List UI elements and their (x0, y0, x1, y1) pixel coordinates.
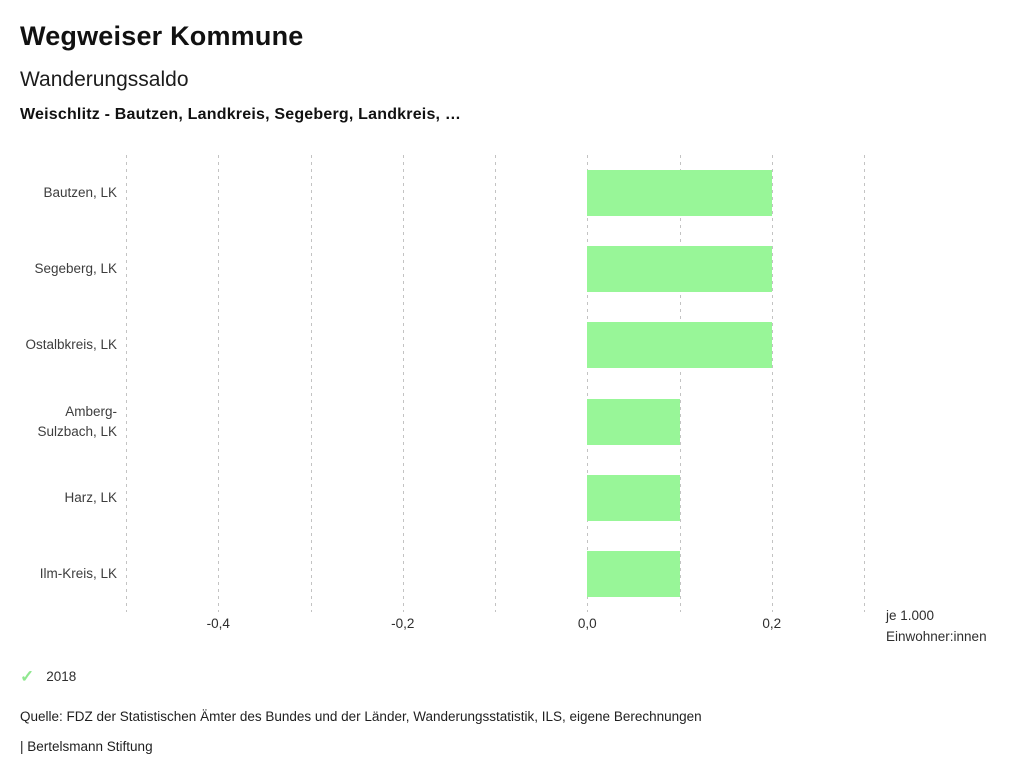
category-label: Harz, LK (64, 489, 117, 505)
chart-title: Wanderungssaldo (20, 68, 189, 91)
bar[interactable] (587, 322, 772, 369)
chart-subtitle-selection: Weischlitz - Bautzen, Landkreis, Segeber… (20, 106, 462, 123)
gridline (679, 155, 681, 612)
axis-unit-line2: Einwohner:innen (886, 629, 987, 644)
bar[interactable] (587, 550, 680, 597)
category-label: Bautzen, LK (43, 185, 117, 201)
category-label: Segeberg, LK (34, 261, 117, 277)
category-label: Ilm-Kreis, LK (39, 565, 117, 581)
category-label: Amberg-Sulzbach, LK (37, 403, 117, 439)
x-tick-label: 0,0 (577, 616, 597, 631)
gridline (402, 155, 404, 612)
gridline (218, 155, 220, 612)
axis-unit-label: je 1.000 Einwohner:innen (886, 605, 987, 647)
bar[interactable] (587, 246, 772, 293)
gridline (587, 155, 589, 612)
page-title: Wegweiser Kommune (20, 21, 304, 51)
category-axis: Bautzen, LK Segeberg, LK Ostalbkreis, LK Am… (14, 155, 117, 612)
x-tick-label: 0,2 (762, 616, 782, 631)
category-label: Ostalbkreis, LK (25, 337, 117, 353)
branding-note: | Bertelsmann Stiftung (20, 739, 153, 754)
axis-unit-line1: je 1.000 (886, 608, 935, 623)
bar[interactable] (587, 170, 772, 217)
gridline (310, 155, 312, 612)
bar[interactable] (587, 474, 680, 521)
check-icon: ✓ (20, 667, 35, 686)
x-tick-label: -0,4 (206, 616, 230, 631)
legend-item-2018[interactable]: ✓ 2018 (20, 668, 76, 685)
bar-chart: Bautzen, LK Segeberg, LK Ostalbkreis, LK Am… (0, 155, 1024, 644)
gridline (771, 155, 773, 612)
plot-area (126, 155, 865, 612)
gridline (126, 155, 127, 612)
source-note: Quelle: FDZ der Statistischen Ämter des … (20, 709, 702, 724)
value-axis: -0,4 -0,2 0,0 0,2 (126, 616, 864, 636)
x-tick-label: -0,2 (391, 616, 415, 631)
gridline (495, 155, 496, 612)
legend-year-label: 2018 (46, 669, 77, 684)
bar[interactable] (587, 398, 680, 445)
gridline (864, 155, 865, 612)
